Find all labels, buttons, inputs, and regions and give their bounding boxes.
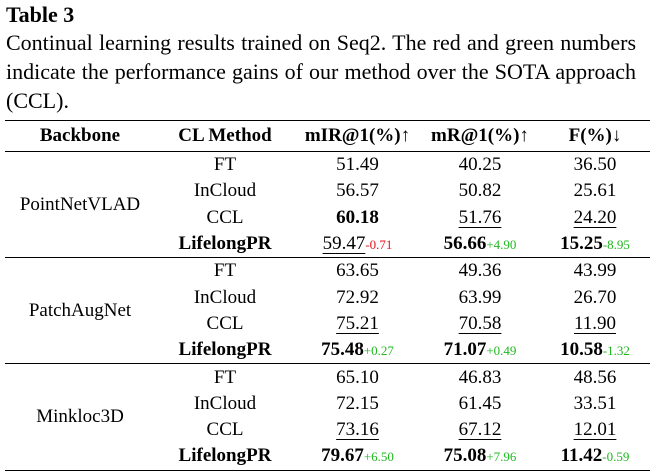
table-row: InCloud 56.57 50.82 25.61 — [155, 178, 650, 204]
group-patchaugnet: PatchAugNet FT 63.65 49.36 43.99 InCloud… — [5, 258, 650, 365]
mr-cell: 67.12 — [458, 419, 502, 441]
backbone-cell: PatchAugNet — [28, 299, 132, 321]
mir-cell: 63.65 — [336, 260, 379, 282]
mir-cell: 75.48 — [321, 339, 364, 361]
method-cell: LifelongPR — [178, 445, 272, 467]
header-mr: mR@1(%)↑ — [431, 125, 529, 146]
f-cell: 25.61 — [573, 180, 617, 202]
gain-label: +0.27 — [363, 343, 394, 359]
gain-label: +7.96 — [486, 449, 517, 465]
table-row: InCloud 72.92 63.99 26.70 — [155, 284, 650, 310]
method-cell: LifelongPR — [178, 233, 272, 255]
table-row: LifelongPR 59.47-0.71 56.66+4.90 15.25-8… — [155, 231, 650, 257]
f-cell: 24.20 — [573, 206, 617, 228]
table-caption: Continual learning results trained on Se… — [6, 30, 636, 113]
method-cell: CCL — [206, 419, 244, 441]
method-cell: FT — [213, 154, 237, 176]
f-cell: 26.70 — [573, 286, 617, 308]
f-cell: 11.42 — [560, 445, 603, 467]
method-cell: LifelongPR — [178, 339, 272, 361]
group-minkloc3d: Minkloc3D FT 65.10 46.83 48.56 InCloud 7… — [5, 364, 650, 469]
table-row: LifelongPR 75.48+0.27 71.07+0.49 10.58-1… — [155, 337, 650, 363]
method-cell: InCloud — [193, 180, 257, 202]
f-cell: 33.51 — [573, 392, 617, 414]
results-table: Backbone CL Method mIR@1(%)↑ mR@1(%)↑ F(… — [5, 120, 650, 471]
method-cell: FT — [213, 366, 237, 388]
gain-label: +0.49 — [486, 343, 517, 359]
table-title: Table 3 — [6, 2, 75, 27]
table-row: InCloud 72.15 61.45 33.51 — [155, 391, 650, 417]
mr-cell: 56.66 — [443, 233, 487, 255]
gain-label: +4.90 — [486, 237, 517, 253]
table-header: Backbone CL Method mIR@1(%)↑ mR@1(%)↑ F(… — [5, 121, 650, 152]
mr-cell: 46.83 — [458, 366, 502, 388]
gain-label: -0.71 — [365, 237, 393, 253]
f-cell: 10.58 — [560, 339, 603, 361]
mir-cell: 72.92 — [336, 286, 379, 308]
table-row: FT 65.10 46.83 48.56 — [155, 364, 650, 390]
f-cell: 36.50 — [573, 154, 617, 176]
mir-cell: 79.67 — [321, 445, 364, 467]
f-cell: 15.25 — [560, 233, 603, 255]
gain-label: -0.59 — [602, 449, 630, 465]
table-row: CCL 60.18 51.76 24.20 — [155, 205, 650, 231]
mr-cell: 75.08 — [443, 445, 487, 467]
group-pointnetvlad: PointNetVLAD FT 51.49 40.25 36.50 InClou… — [5, 152, 650, 259]
table-row: LifelongPR 79.67+6.50 75.08+7.96 11.42-0… — [155, 443, 650, 469]
f-cell: 48.56 — [573, 366, 617, 388]
backbone-cell: Minkloc3D — [36, 405, 124, 427]
mir-cell: 75.21 — [336, 312, 379, 334]
header-f: F(%)↓ — [568, 125, 622, 146]
mr-cell: 51.76 — [458, 206, 502, 228]
f-cell: 43.99 — [573, 260, 617, 282]
gain-label: +6.50 — [363, 449, 394, 465]
mr-cell: 61.45 — [458, 392, 502, 414]
mr-cell: 49.36 — [458, 260, 502, 282]
mir-cell: 60.18 — [336, 206, 379, 228]
header-mir: mIR@1(%)↑ — [304, 125, 411, 146]
mr-cell: 63.99 — [458, 286, 502, 308]
table-row: FT 51.49 40.25 36.50 — [155, 152, 650, 178]
method-cell: CCL — [206, 312, 244, 334]
f-cell: 11.90 — [573, 312, 617, 334]
mir-cell: 56.57 — [336, 180, 379, 202]
mir-cell: 73.16 — [336, 419, 379, 441]
method-cell: InCloud — [193, 286, 257, 308]
backbone-cell: PointNetVLAD — [19, 193, 141, 215]
mir-cell: 72.15 — [336, 392, 379, 414]
f-cell: 12.01 — [573, 419, 617, 441]
mir-cell: 59.47 — [322, 233, 366, 255]
table-row: CCL 73.16 67.12 12.01 — [155, 417, 650, 443]
method-cell: InCloud — [193, 392, 257, 414]
mr-cell: 50.82 — [458, 180, 502, 202]
header-cl-method: CL Method — [178, 125, 272, 146]
mir-cell: 65.10 — [336, 366, 379, 388]
mr-cell: 71.07 — [443, 339, 487, 361]
mir-cell: 51.49 — [336, 154, 379, 176]
method-cell: CCL — [206, 206, 244, 228]
table-row: CCL 75.21 70.58 11.90 — [155, 311, 650, 337]
header-backbone: Backbone — [39, 125, 121, 146]
mr-cell: 70.58 — [458, 312, 502, 334]
table-row: FT 63.65 49.36 43.99 — [155, 258, 650, 284]
gain-label: -1.32 — [602, 343, 630, 359]
method-cell: FT — [213, 260, 237, 282]
gain-label: -8.95 — [602, 237, 630, 253]
mr-cell: 40.25 — [458, 154, 502, 176]
